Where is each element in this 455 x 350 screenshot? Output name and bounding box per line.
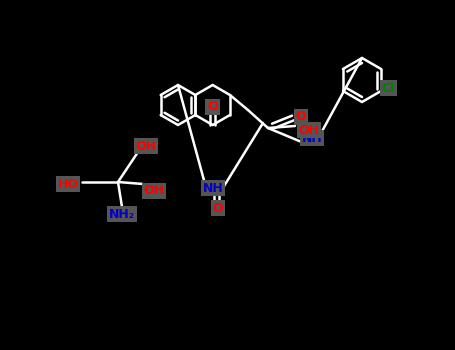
Text: Cl: Cl	[381, 82, 394, 95]
Text: OH: OH	[298, 124, 319, 136]
Text: O: O	[296, 111, 306, 124]
Text: O: O	[212, 202, 223, 215]
Text: NH₂: NH₂	[109, 208, 135, 220]
Text: NH: NH	[302, 132, 323, 145]
Text: NH: NH	[202, 182, 223, 195]
Text: OH: OH	[136, 140, 157, 153]
Text: HO: HO	[57, 177, 79, 190]
Text: OH: OH	[143, 184, 165, 197]
Text: O: O	[207, 100, 218, 113]
